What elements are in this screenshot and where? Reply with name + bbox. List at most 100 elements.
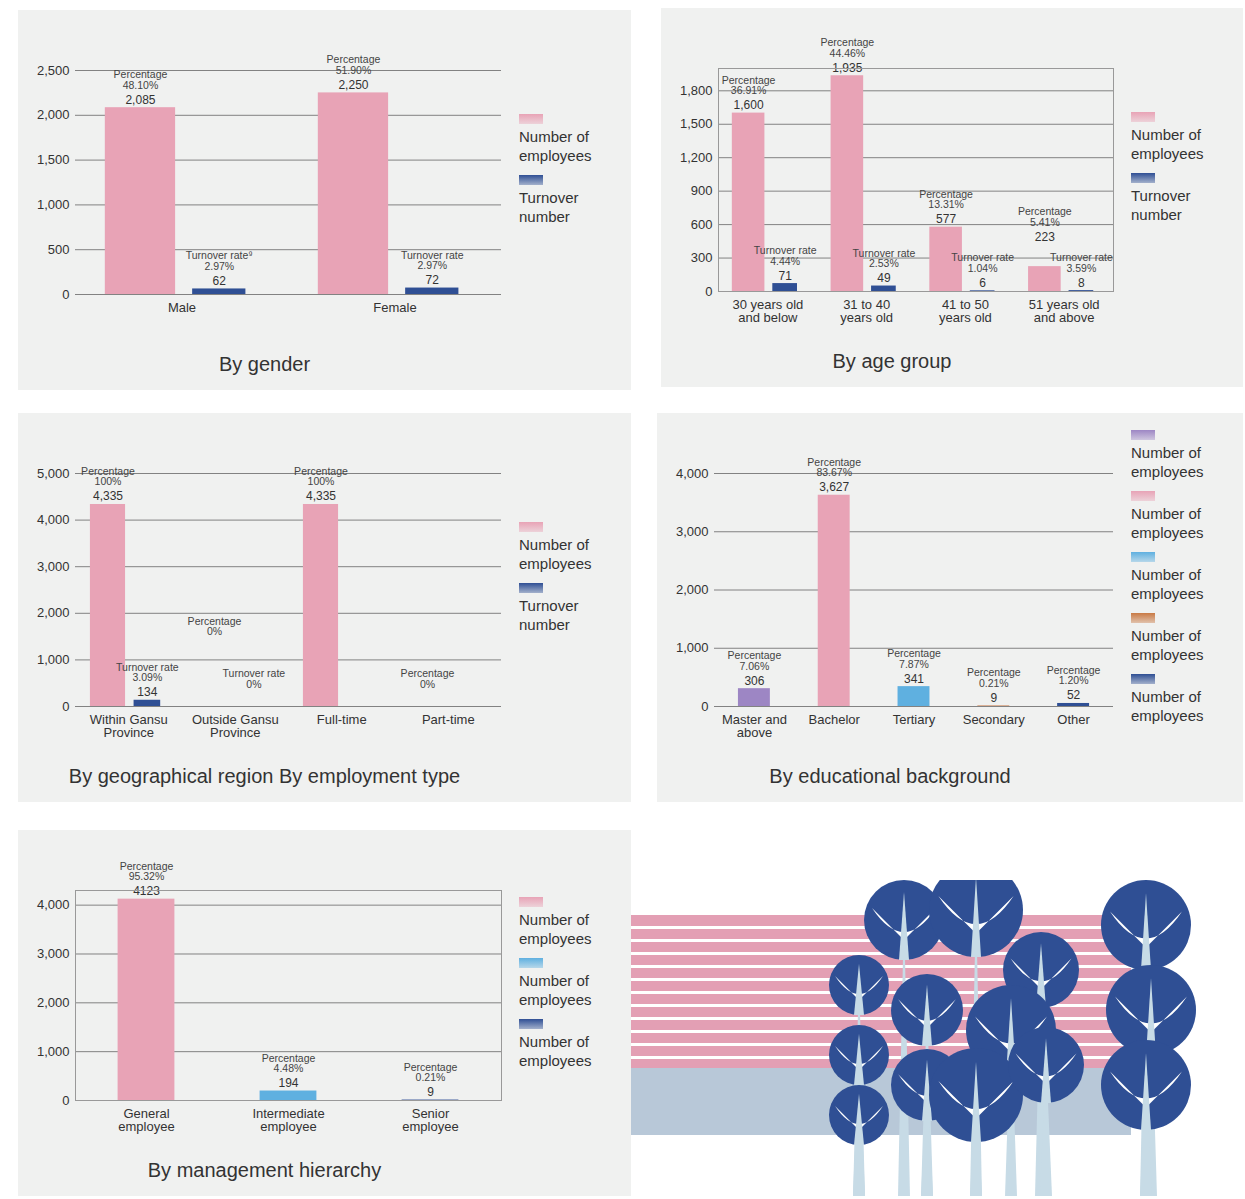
svg-text:4,335: 4,335 xyxy=(306,489,336,503)
html-text:Turnover number: Turnover number xyxy=(519,596,579,633)
svg-text:Intermediateemployee: Intermediateemployee xyxy=(252,1106,324,1134)
svg-text:6: 6 xyxy=(979,276,986,290)
svg-text:Percentage0%: Percentage0% xyxy=(401,667,455,690)
svg-text:306: 306 xyxy=(744,674,764,688)
svg-text:Generalemployee: Generalemployee xyxy=(118,1106,174,1134)
svg-text:223: 223 xyxy=(1035,230,1055,244)
svg-text:71: 71 xyxy=(778,269,792,283)
svg-text:Percentage0%: Percentage0% xyxy=(188,615,242,638)
svg-text:Turnover rate⁹2.97%: Turnover rate⁹2.97% xyxy=(186,249,253,272)
svg-text:0: 0 xyxy=(701,699,708,714)
html-text:Turnover number: Turnover number xyxy=(1131,186,1191,223)
svg-text:3,000: 3,000 xyxy=(37,946,70,961)
svg-text:Turnover rate3.09%: Turnover rate3.09% xyxy=(116,661,179,684)
svg-text:Full-time: Full-time xyxy=(317,712,367,727)
svg-text:Turnover rate4.44%: Turnover rate4.44% xyxy=(754,244,817,267)
svg-text:2,085: 2,085 xyxy=(125,93,155,107)
svg-text:4,000: 4,000 xyxy=(37,512,70,527)
svg-text:Percentage48.10%: Percentage48.10% xyxy=(114,68,168,91)
svg-text:300: 300 xyxy=(691,250,713,265)
svg-text:4123: 4123 xyxy=(133,884,160,898)
svg-text:Turnover rate3.59%: Turnover rate3.59% xyxy=(1050,251,1113,274)
svg-text:2,000: 2,000 xyxy=(37,995,70,1010)
svg-text:1,000: 1,000 xyxy=(37,1044,70,1059)
svg-text:500: 500 xyxy=(48,242,70,257)
svg-text:1,600: 1,600 xyxy=(734,98,764,112)
svg-text:Master andabove: Master andabove xyxy=(722,712,787,740)
svg-text:Turnover rate0%: Turnover rate0% xyxy=(223,667,286,690)
svg-text:577: 577 xyxy=(936,212,956,226)
svg-text:1,935: 1,935 xyxy=(832,61,862,75)
svg-text:Turnover rate1.04%: Turnover rate1.04% xyxy=(951,251,1014,274)
svg-text:Secondary: Secondary xyxy=(963,712,1026,727)
svg-text:Percentage7.06%: Percentage7.06% xyxy=(728,649,782,672)
svg-text:341: 341 xyxy=(904,672,924,686)
svg-text:Within GansuProvince: Within GansuProvince xyxy=(90,712,168,740)
svg-text:Part-time: Part-time xyxy=(422,712,475,727)
svg-text:4,335: 4,335 xyxy=(93,489,123,503)
svg-text:Percentage51.90%: Percentage51.90% xyxy=(327,53,381,76)
svg-text:Male: Male xyxy=(168,300,196,315)
svg-text:1,200: 1,200 xyxy=(680,150,713,165)
svg-text:9: 9 xyxy=(427,1085,434,1099)
svg-text:Bachelor: Bachelor xyxy=(809,712,861,727)
svg-text:Percentage13.31%: Percentage13.31% xyxy=(919,188,973,211)
svg-text:Tertiary: Tertiary xyxy=(893,712,936,727)
svg-text:Percentage44.46%: Percentage44.46% xyxy=(821,36,875,59)
svg-text:Percentage7.87%: Percentage7.87% xyxy=(887,647,941,670)
svg-text:600: 600 xyxy=(691,217,713,232)
svg-text:Female: Female xyxy=(373,300,416,315)
svg-text:Percentage100%: Percentage100% xyxy=(81,465,135,488)
svg-text:194: 194 xyxy=(278,1076,298,1090)
svg-text:3,627: 3,627 xyxy=(819,480,849,494)
svg-text:Percentage83.67%: Percentage83.67% xyxy=(807,456,861,479)
svg-text:900: 900 xyxy=(691,183,713,198)
svg-text:52: 52 xyxy=(1067,688,1081,702)
svg-text:Percentage5.41%: Percentage5.41% xyxy=(1018,205,1072,228)
svg-text:Percentage4.48%: Percentage4.48% xyxy=(262,1052,316,1075)
svg-text:1,000: 1,000 xyxy=(676,640,709,655)
svg-text:134: 134 xyxy=(137,685,157,699)
svg-text:51 years oldand above: 51 years oldand above xyxy=(1029,297,1100,325)
svg-text:2,500: 2,500 xyxy=(37,63,70,78)
svg-text:49: 49 xyxy=(877,271,891,285)
svg-text:Percentage0.21%: Percentage0.21% xyxy=(967,666,1021,689)
svg-text:62: 62 xyxy=(213,274,227,288)
svg-text:Turnover rate2.53%: Turnover rate2.53% xyxy=(853,247,916,270)
svg-text:3,000: 3,000 xyxy=(37,559,70,574)
svg-text:41 to 50years old: 41 to 50years old xyxy=(939,297,992,325)
svg-text:30 years oldand below: 30 years oldand below xyxy=(732,297,803,325)
svg-text:2,000: 2,000 xyxy=(676,582,709,597)
svg-text:1,500: 1,500 xyxy=(37,152,70,167)
svg-text:Percentage1.20%: Percentage1.20% xyxy=(1047,664,1101,687)
html-text:Number of employees: Number of employees xyxy=(519,535,592,572)
svg-text:1,000: 1,000 xyxy=(37,197,70,212)
svg-text:31 to 40years old: 31 to 40years old xyxy=(840,297,893,325)
svg-text:8: 8 xyxy=(1078,276,1085,290)
svg-text:0: 0 xyxy=(705,284,712,299)
svg-text:9: 9 xyxy=(990,691,997,705)
svg-text:Turnover rate2.97%: Turnover rate2.97% xyxy=(401,249,464,272)
svg-text:2,000: 2,000 xyxy=(37,107,70,122)
svg-text:72: 72 xyxy=(426,273,440,287)
svg-text:0: 0 xyxy=(62,1093,69,1108)
html-text:Number of employees: Number of employees xyxy=(1131,125,1204,162)
svg-text:5,000: 5,000 xyxy=(37,466,70,481)
svg-text:Percentage0.21%: Percentage0.21% xyxy=(404,1061,458,1084)
svg-text:Percentage100%: Percentage100% xyxy=(294,465,348,488)
svg-text:Senioremployee: Senioremployee xyxy=(402,1106,458,1134)
svg-text:Outside GansuProvince: Outside GansuProvince xyxy=(192,712,279,740)
svg-text:4,000: 4,000 xyxy=(676,466,709,481)
svg-text:Percentage95.32%: Percentage95.32% xyxy=(120,860,174,883)
svg-text:1,500: 1,500 xyxy=(680,116,713,131)
svg-text:2,250: 2,250 xyxy=(338,78,368,92)
svg-text:Other: Other xyxy=(1057,712,1090,727)
svg-text:3,000: 3,000 xyxy=(676,524,709,539)
svg-text:4,000: 4,000 xyxy=(37,897,70,912)
svg-text:0: 0 xyxy=(62,699,69,714)
svg-text:Percentage36.91%: Percentage36.91% xyxy=(722,74,776,97)
svg-text:1,000: 1,000 xyxy=(37,652,70,667)
svg-text:0: 0 xyxy=(62,287,69,302)
svg-text:2,000: 2,000 xyxy=(37,605,70,620)
svg-text:1,800: 1,800 xyxy=(680,83,713,98)
